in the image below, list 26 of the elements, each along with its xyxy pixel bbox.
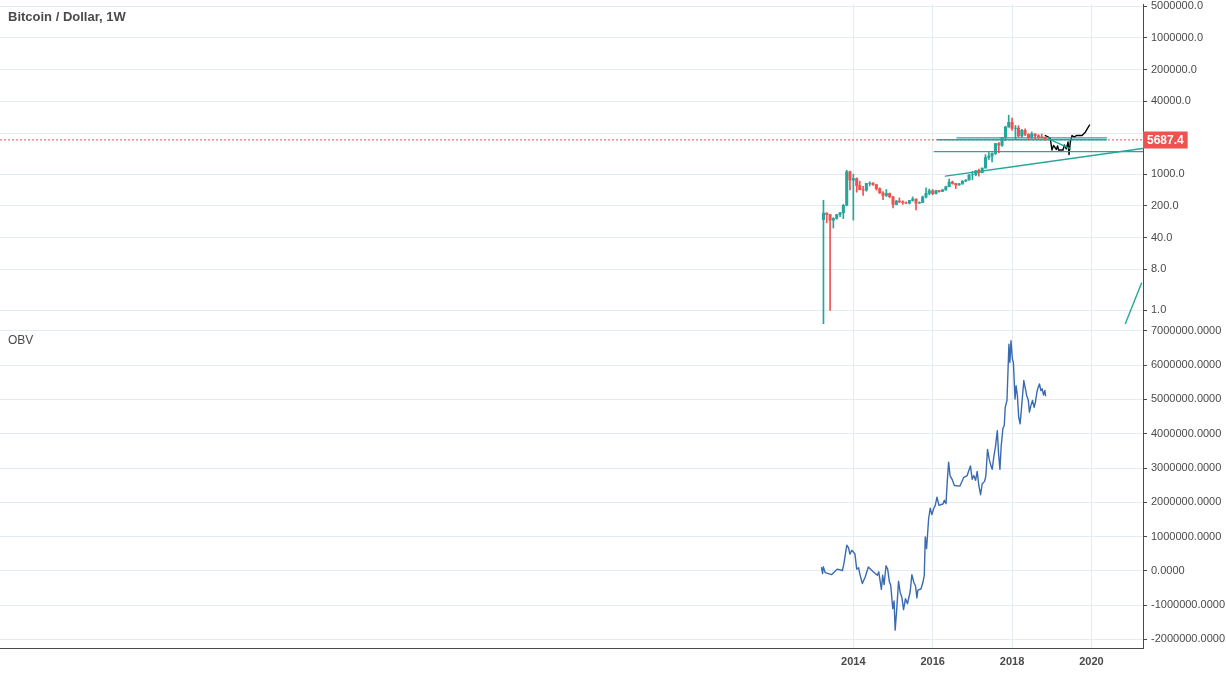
- y-tick-label: 2000000.0000: [1151, 495, 1222, 508]
- y-tick-label: 40.0: [1151, 230, 1173, 243]
- y-tick-label: 200000.0: [1151, 62, 1197, 75]
- y-tick-label: 1000000.0: [1151, 31, 1203, 43]
- y-tick-label: -1000000.0000: [1151, 598, 1226, 611]
- y-tick-label: 5000000.0000: [1151, 392, 1222, 405]
- ref-line-label: 5687.4: [1147, 132, 1185, 147]
- y-tick-label: 5000000.0: [1151, 0, 1203, 12]
- y-tick-label: -2000000.0000: [1151, 632, 1226, 645]
- x-tick-label: 2018: [999, 654, 1025, 667]
- y-tick-label: 0.0000: [1151, 563, 1185, 576]
- y-tick-label: 200.0: [1151, 198, 1179, 211]
- y-tick-label: 1000.0: [1151, 167, 1185, 180]
- text: OBV: [8, 333, 34, 348]
- y-tick-label: 3000000.0000: [1151, 461, 1222, 474]
- x-tick-label: 2014: [841, 654, 867, 667]
- y-tick-label: 7000000.0000: [1151, 323, 1222, 336]
- y-tick-label: 6000000.0000: [1151, 358, 1222, 371]
- x-tick-label: 2020: [1079, 654, 1104, 667]
- chart-title: Bitcoin / Dollar, 1W: [8, 8, 127, 24]
- y-tick-label: 8.0: [1151, 262, 1167, 275]
- y-tick-label: 1000000.0000: [1151, 529, 1222, 542]
- x-tick-label: 2016: [920, 654, 945, 667]
- y-tick-label: 1.0: [1151, 303, 1167, 316]
- y-tick-label: 4000000.0000: [1151, 426, 1222, 439]
- y-tick-label: 40000.0: [1151, 94, 1191, 107]
